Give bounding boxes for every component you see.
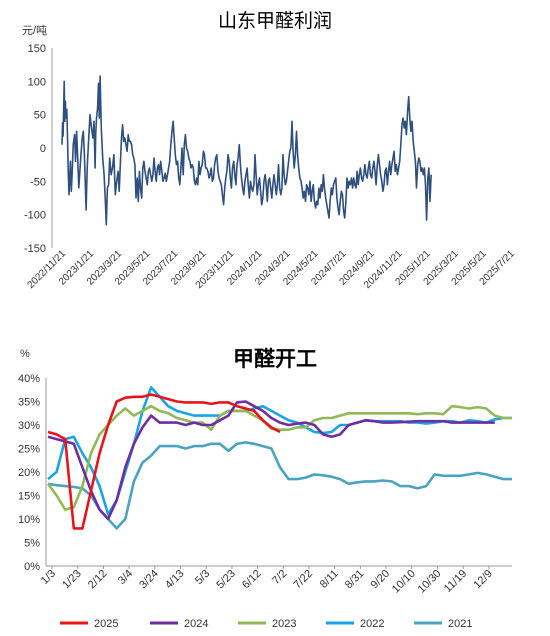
profit-chart: 150100500-50-100-1502022/11/212023/1/212…: [24, 43, 517, 291]
operating-rate-x-tick-label: 2/12: [86, 568, 110, 592]
operating-rate-series-2023: [46, 404, 512, 511]
operating-rate-series-2021: [47, 441, 512, 530]
operating-rate-x-tick-label: 9/20: [369, 568, 393, 592]
operating-rate-y-tick-label: 25%: [18, 444, 40, 456]
operating-rate-x-tick-label: 8/31: [343, 568, 367, 592]
profit-y-tick-label: -100: [24, 210, 46, 222]
operating-rate-y-tick-label: 0%: [24, 561, 40, 573]
operating-rate-y-tick-label: 15%: [18, 491, 40, 503]
profit-y-tick-label: 0: [40, 143, 46, 155]
operating-rate-x-tick-label: 7/22: [291, 568, 315, 592]
operating-rate-y-tick-label: 30%: [18, 420, 40, 432]
operating-rate-x-tick-label: 6/12: [240, 568, 264, 592]
operating-rate-y-tick-label: 5%: [24, 538, 40, 550]
operating-rate-x-tick-label: 3/4: [116, 568, 135, 587]
operating-rate-x-tick-label: 4/13: [163, 568, 187, 592]
operating-rate-x-tick-label: 7/2: [270, 568, 289, 587]
operating-rate-series-2024: [47, 400, 495, 521]
operating-rate-y-tick-label: 40%: [18, 373, 40, 385]
operating-rate-y-tick-label: 20%: [18, 467, 40, 479]
operating-rate-x-tick-label: 10/30: [416, 568, 444, 596]
operating-rate-series-2025: [47, 393, 281, 530]
profit-y-tick-label: 150: [28, 43, 46, 55]
legend-label-2021: 2021: [448, 618, 472, 630]
operating-rate-x-tick-label: 5/3: [193, 568, 212, 587]
profit-y-unit: 元/吨: [22, 25, 48, 37]
profit-series-line: [61, 75, 432, 226]
operating-rate-x-tick-label: 1/3: [39, 568, 58, 587]
operating-rate-y-unit: %: [20, 348, 30, 360]
operating-rate-x-tick-label: 5/23: [214, 568, 238, 592]
profit-y-tick-label: 100: [28, 76, 46, 88]
legend-label-2025: 2025: [94, 618, 118, 630]
operating-rate-x-tick-label: 10/10: [390, 568, 418, 596]
legend-label-2023: 2023: [272, 618, 296, 630]
profit-y-tick-label: 50: [34, 110, 46, 122]
operating-rate-y-tick-label: 35%: [18, 397, 40, 409]
legend-label-2024: 2024: [184, 618, 208, 630]
operating-rate-x-tick-label: 12/9: [471, 568, 495, 592]
legend-label-2022: 2022: [360, 618, 384, 630]
profit-y-tick-label: -50: [30, 176, 46, 188]
profit-chart-title: 山东甲醛利润: [217, 10, 332, 32]
operating-rate-y-tick-label: 10%: [18, 514, 40, 526]
operating-rate-chart-title: 甲醛开工: [233, 346, 317, 371]
operating-rate-x-tick-label: 8/11: [318, 568, 341, 591]
operating-rate-x-tick-label: 11/19: [442, 568, 469, 595]
operating-rate-x-tick-label: 1/23: [60, 568, 84, 592]
profit-y-tick-label: -150: [24, 243, 46, 255]
operating-rate-x-tick-label: 3/24: [137, 568, 161, 592]
